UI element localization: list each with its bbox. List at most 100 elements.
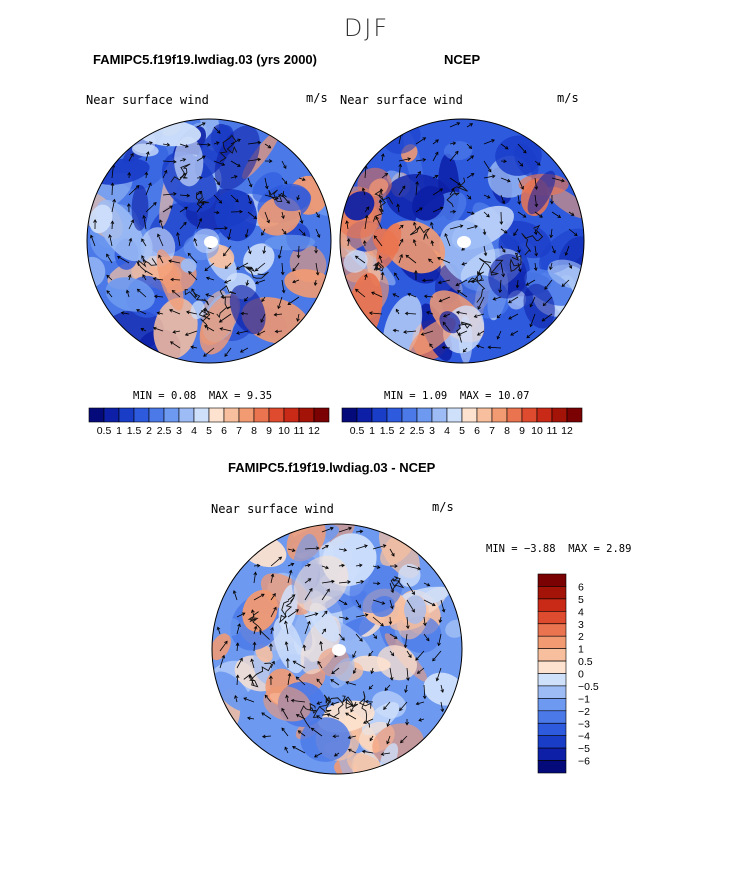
wind-vector (304, 578, 312, 584)
wind-vector-head (394, 272, 398, 277)
wind-vector (179, 158, 186, 162)
field-contour (180, 258, 197, 273)
wind-vector-head (375, 216, 379, 220)
wind-vector (483, 228, 486, 235)
wind-vector (126, 290, 130, 298)
wind-vector-head (193, 237, 197, 242)
wind-vector (219, 313, 232, 323)
colorbar-level-label: 6 (578, 581, 584, 593)
wind-vector-head (486, 213, 490, 218)
wind-vector-head (499, 221, 504, 225)
wind-vector-head (364, 544, 368, 548)
wind-vector-head (106, 274, 110, 279)
wind-vector-head (264, 185, 269, 190)
wind-vector (172, 290, 181, 298)
wind-vector (260, 313, 266, 323)
wind-vector-head (550, 200, 554, 205)
wind-vector (315, 262, 319, 275)
wind-vector-head (435, 139, 439, 143)
wind-vector-head (224, 226, 228, 231)
wind-vector (355, 614, 368, 618)
wind-vector-head (248, 250, 252, 255)
wind-vector (381, 272, 384, 281)
wind-vector (145, 151, 149, 162)
wind-vector-head (425, 637, 430, 642)
colorbar-swatch (178, 407, 195, 423)
panel-1-min-value: 0.08 (170, 390, 197, 402)
wind-vector (432, 188, 443, 196)
wind-vector-head (513, 232, 517, 237)
wind-vector (153, 327, 164, 332)
wind-vector (330, 679, 340, 686)
wind-vector (275, 330, 283, 332)
wind-vector (398, 239, 404, 247)
wind-vector (292, 746, 306, 754)
wind-vector (437, 257, 451, 264)
wind-vector (449, 151, 459, 162)
wind-vector-head (442, 321, 447, 326)
field-contour (443, 141, 473, 161)
wind-vector-head (422, 695, 427, 700)
wind-vector-head (291, 594, 296, 598)
wind-vector-head (266, 219, 270, 224)
wind-vector-head (257, 157, 262, 162)
wind-vector-head (461, 262, 466, 266)
wind-vector (304, 613, 318, 618)
wind-vector (423, 633, 430, 641)
wind-vector (364, 274, 367, 281)
wind-vector-head (533, 231, 538, 236)
colorbar-swatch (537, 610, 567, 624)
wind-vector-head (384, 687, 389, 691)
wind-vector (338, 599, 347, 605)
wind-vector (517, 245, 520, 253)
wind-vector-head (430, 240, 435, 244)
panel-2-title: NCEP (444, 52, 481, 67)
wind-vector-head (326, 588, 330, 593)
wind-vector-head (392, 328, 397, 333)
wind-vector (179, 222, 187, 230)
panel-1-title: FAMIPC5.f19f19.lwdiag.03 (yrs 2000) (93, 52, 317, 67)
wind-vector (253, 626, 257, 635)
wind-vector-head (292, 268, 296, 272)
wind-vector-head (314, 612, 319, 616)
wind-vector (355, 599, 361, 608)
colorbar-level-label: −2 (578, 706, 590, 718)
wind-vector-head (204, 267, 209, 272)
wind-vector-head (295, 676, 300, 681)
wind-vector (364, 165, 367, 179)
wind-vector (373, 235, 383, 247)
wind-vector-head (469, 123, 474, 127)
wind-vector (316, 701, 323, 705)
wind-vector-head (297, 730, 302, 734)
wind-vector (292, 279, 300, 283)
wind-vector-head (561, 283, 566, 287)
colorbar-swatch (461, 407, 478, 423)
wind-vector (264, 694, 272, 703)
colorbar-level-label: −1 (578, 693, 590, 705)
wind-vector-head (440, 708, 445, 713)
wind-vector-head (264, 694, 269, 699)
colorbar-swatch (537, 660, 567, 674)
wind-vector (263, 245, 266, 254)
colorbar-swatch (537, 673, 567, 687)
wind-vector (375, 216, 383, 230)
wind-vector (253, 572, 256, 584)
wind-vector (436, 667, 442, 681)
wind-vector (483, 194, 491, 199)
wind-vector (389, 582, 394, 593)
wind-vector-head (278, 556, 283, 561)
colorbar-swatch (163, 407, 180, 423)
wind-vector (154, 295, 164, 298)
colorbar-swatch (268, 407, 285, 423)
wind-vector-head (380, 752, 385, 756)
wind-vector-head (403, 330, 407, 334)
wind-vector (500, 228, 508, 234)
wind-vector (158, 255, 164, 264)
wind-vector (423, 599, 436, 606)
wind-vector (244, 296, 249, 302)
coastline (479, 257, 504, 276)
wind-vector (372, 616, 384, 627)
wind-vector-head (376, 581, 381, 586)
wind-vector (476, 345, 485, 349)
wind-vector-head (284, 620, 288, 625)
